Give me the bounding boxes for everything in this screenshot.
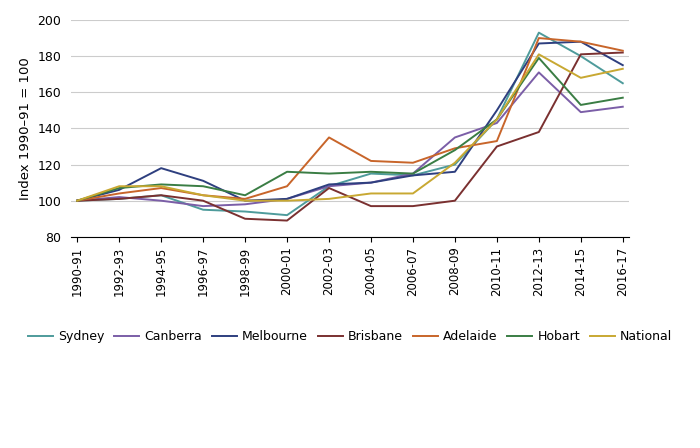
Y-axis label: Index 1990–91 = 100: Index 1990–91 = 100 [19, 57, 32, 200]
Legend: Sydney, Canberra, Melbourne, Brisbane, Adelaide, Hobart, National: Sydney, Canberra, Melbourne, Brisbane, A… [23, 325, 677, 349]
